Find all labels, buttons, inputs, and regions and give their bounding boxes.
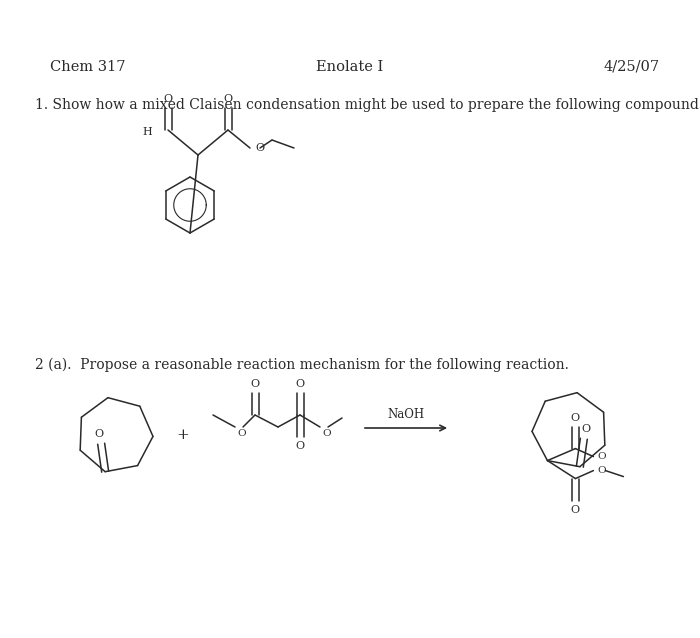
Text: 2 (a).  Propose a reasonable reaction mechanism for the following reaction.: 2 (a). Propose a reasonable reaction mec… (35, 358, 569, 373)
Text: 1. Show how a mixed Claisen condensation might be used to prepare the following : 1. Show how a mixed Claisen condensation… (35, 98, 700, 112)
Text: NaOH: NaOH (387, 408, 425, 420)
Text: H: H (142, 127, 152, 137)
Text: O: O (322, 429, 330, 438)
Text: O: O (251, 379, 260, 389)
Text: O: O (295, 441, 304, 451)
Text: O: O (571, 505, 580, 515)
Text: O: O (255, 143, 264, 153)
Text: O: O (597, 452, 606, 461)
Text: O: O (237, 429, 246, 438)
Text: O: O (94, 429, 104, 439)
Text: O: O (571, 413, 580, 422)
Text: O: O (223, 94, 232, 104)
Text: O: O (597, 466, 606, 475)
Text: Enolate I: Enolate I (316, 60, 384, 74)
Text: Chem 317: Chem 317 (50, 60, 125, 74)
Text: O: O (581, 424, 590, 434)
Text: +: + (176, 428, 190, 442)
Text: O: O (163, 94, 173, 104)
Text: 4/25/07: 4/25/07 (604, 60, 660, 74)
Text: O: O (295, 379, 304, 389)
